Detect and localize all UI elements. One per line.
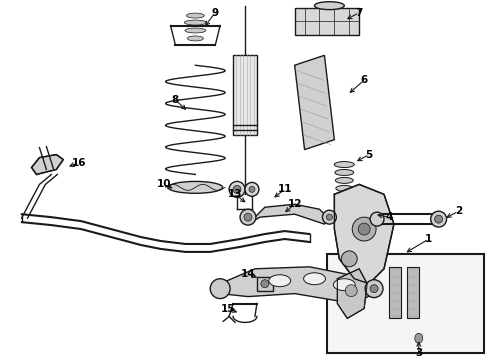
Ellipse shape	[186, 13, 204, 18]
Ellipse shape	[184, 20, 206, 25]
Polygon shape	[220, 267, 374, 303]
Text: 5: 5	[366, 150, 373, 159]
Polygon shape	[31, 154, 63, 175]
Ellipse shape	[415, 333, 423, 343]
Ellipse shape	[336, 185, 353, 192]
Ellipse shape	[304, 273, 325, 285]
Text: 12: 12	[288, 199, 302, 209]
Text: 6: 6	[361, 75, 368, 85]
Circle shape	[244, 213, 252, 221]
Circle shape	[322, 210, 336, 224]
Ellipse shape	[185, 28, 206, 33]
Ellipse shape	[269, 275, 291, 287]
Bar	[233, 55, 257, 135]
Text: 4: 4	[385, 212, 392, 222]
Text: 2: 2	[455, 206, 462, 216]
Text: 15: 15	[221, 303, 235, 314]
Ellipse shape	[333, 279, 355, 291]
Ellipse shape	[168, 181, 222, 193]
Bar	[407, 267, 419, 319]
Text: 14: 14	[241, 269, 255, 279]
Ellipse shape	[335, 177, 353, 183]
Text: 13: 13	[228, 189, 243, 199]
Ellipse shape	[315, 2, 344, 10]
Bar	[257, 277, 273, 291]
Circle shape	[365, 280, 383, 298]
Text: 11: 11	[277, 184, 292, 194]
Circle shape	[326, 214, 332, 220]
Polygon shape	[337, 269, 367, 319]
Circle shape	[352, 217, 376, 241]
Circle shape	[233, 185, 241, 193]
Ellipse shape	[187, 36, 203, 41]
Circle shape	[245, 183, 259, 196]
Circle shape	[435, 215, 442, 223]
Text: 8: 8	[172, 95, 179, 105]
Circle shape	[342, 251, 357, 267]
Circle shape	[240, 209, 256, 225]
Circle shape	[261, 280, 269, 288]
Bar	[294, 8, 359, 35]
Text: 3: 3	[415, 348, 422, 358]
Circle shape	[431, 211, 446, 227]
Text: 9: 9	[212, 8, 219, 18]
Circle shape	[370, 212, 384, 226]
Ellipse shape	[335, 170, 354, 175]
Circle shape	[210, 279, 230, 298]
Ellipse shape	[334, 162, 354, 167]
Text: 16: 16	[72, 158, 86, 167]
Circle shape	[358, 223, 370, 235]
Circle shape	[370, 285, 378, 293]
Polygon shape	[334, 184, 394, 284]
Text: 1: 1	[425, 234, 432, 244]
Bar	[327, 254, 484, 353]
Bar	[389, 267, 401, 319]
Polygon shape	[248, 204, 329, 224]
Circle shape	[249, 186, 255, 192]
Circle shape	[229, 181, 245, 197]
Text: 7: 7	[356, 8, 363, 18]
Polygon shape	[294, 55, 334, 150]
Text: 10: 10	[156, 179, 171, 189]
Circle shape	[345, 285, 357, 297]
